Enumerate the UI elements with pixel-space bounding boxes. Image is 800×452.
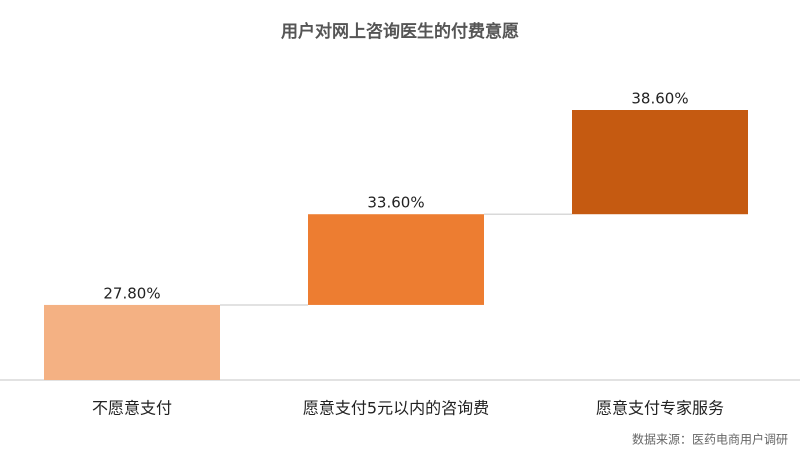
value-label: 27.80%	[103, 284, 160, 302]
bar	[308, 214, 484, 305]
value-label: 33.60%	[367, 194, 424, 212]
x-tick-label: 不愿意支付	[92, 399, 172, 418]
source-note: 数据来源：医药电商用户调研	[632, 432, 788, 447]
bar	[44, 304, 220, 380]
x-tick-label: 愿意支付5元以内的咨询费	[303, 399, 489, 418]
chart-title: 用户对网上咨询医生的付费意愿	[281, 21, 519, 42]
value-label: 38.60%	[631, 90, 688, 108]
x-tick-label: 愿意支付专家服务	[596, 399, 724, 418]
bar	[572, 110, 748, 215]
